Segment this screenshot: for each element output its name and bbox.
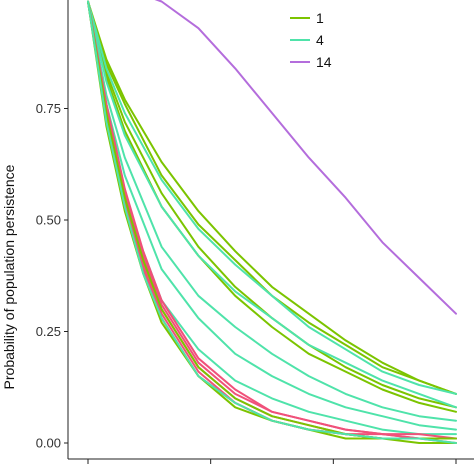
series-line-10 [87,0,457,436]
series-line-2 [87,0,457,395]
y-tick-label: 0.00 [36,436,61,451]
series-lines [87,0,457,444]
y-tick-label: 0.75 [36,101,61,116]
series-line-4 [87,0,457,409]
axis-ticks: 0.00 0.25 0.50 0.75 [36,101,457,464]
series-line-8 [87,0,457,422]
series-line-1 [154,0,457,315]
legend-label-1: 1 [316,10,324,26]
y-axis-title: Probability of population persistence [1,164,17,389]
series-line-6 [87,0,457,395]
y-tick-label: 0.25 [36,324,61,339]
y-tick-label: 0.50 [36,213,61,228]
series-line-3 [87,0,457,395]
series-line-5 [87,0,457,413]
axes [67,0,474,460]
legend-label-4: 4 [316,32,324,48]
legend-label-14: 14 [316,54,332,70]
series-line-9 [87,0,457,431]
series-line-7 [87,0,457,409]
series-line-18 [87,0,457,444]
